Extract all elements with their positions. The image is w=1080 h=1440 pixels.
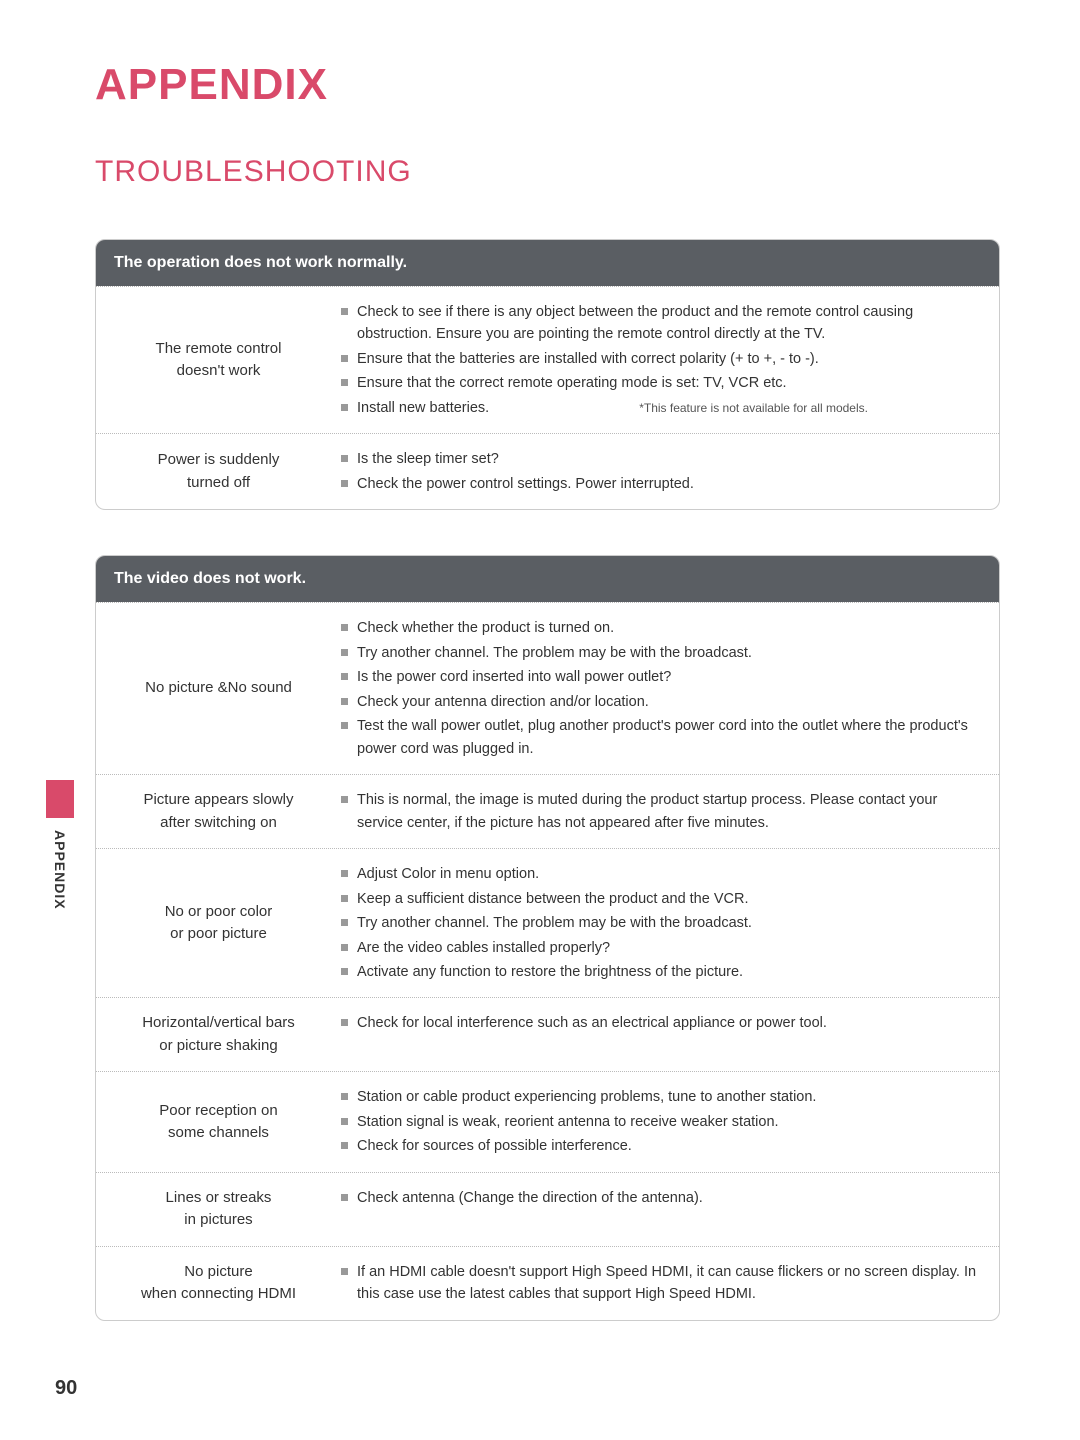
row-label: Horizontal/vertical barsor picture shaki… [96,998,341,1071]
main-heading: APPENDIX [95,60,1000,110]
page-number: 90 [55,1377,77,1400]
bullet-item: Ensure that the batteries are installed … [341,348,983,370]
table-row: The remote controldoesn't workCheck to s… [96,286,999,433]
bullet-item: Ensure that the correct remote operating… [341,372,983,394]
row-content: Station or cable product experiencing pr… [341,1072,999,1171]
row-label: No or poor coloror poor picture [96,849,341,997]
bullet-item: If an HDMI cable doesn't support High Sp… [341,1261,983,1306]
row-content: This is normal, the image is muted durin… [341,775,999,848]
bullet-item: Check antenna (Change the direction of t… [341,1187,983,1209]
bullet-item: Activate any function to restore the bri… [341,961,983,983]
table-row: Picture appears slowlyafter switching on… [96,774,999,848]
table-row: Poor reception onsome channelsStation or… [96,1071,999,1171]
trouble-table: The video does not work.No picture &No s… [95,555,1000,1321]
row-label: The remote controldoesn't work [96,287,341,433]
bullet-item: Test the wall power outlet, plug another… [341,715,983,760]
table-row: No picturewhen connecting HDMIIf an HDMI… [96,1246,999,1320]
trouble-table-header: The video does not work. [96,556,999,602]
table-row: No or poor coloror poor pictureAdjust Co… [96,848,999,997]
row-content: Check for local interference such as an … [341,998,999,1071]
row-content: Check whether the product is turned on. T… [341,603,999,774]
bullet-item: Check whether the product is turned on. [341,617,983,639]
side-tab: APPENDIX [45,780,75,910]
row-label: No picture &No sound [96,603,341,774]
footnote: *This feature is not available for all m… [639,399,868,418]
bullet-item: Check the power control settings. Power … [341,473,983,495]
bullet-item: This is normal, the image is muted durin… [341,789,983,834]
bullet-item: Station signal is weak, reorient antenna… [341,1111,983,1133]
bullet-item: Is the power cord inserted into wall pow… [341,666,983,688]
table-row: Lines or streaksin picturesCheck antenna… [96,1172,999,1246]
side-tab-marker [46,780,74,818]
bullet-item: Are the video cables installed properly? [341,937,983,959]
bullet-item: Try another channel. The problem may be … [341,642,983,664]
bullet-item: Check to see if there is any object betw… [341,301,983,346]
bullet-item: Check for local interference such as an … [341,1012,983,1034]
row-label: Picture appears slowlyafter switching on [96,775,341,848]
bullet-item: Install new batteries. *This feature is n… [341,397,983,419]
row-content: Check antenna (Change the direction of t… [341,1173,999,1246]
bullet-item: Check for sources of possible interferen… [341,1135,983,1157]
trouble-table: The operation does not work normally.The… [95,239,1000,510]
row-content: Is the sleep timer set? Check the power c… [341,434,999,509]
side-tab-label: APPENDIX [52,830,68,910]
row-content: Check to see if there is any object betw… [341,287,999,433]
row-label: Poor reception onsome channels [96,1072,341,1171]
bullet-text: Install new batteries. [357,397,489,419]
bullet-item: Check your antenna direction and/or loca… [341,691,983,713]
tables-container: The operation does not work normally.The… [95,239,1000,1321]
bullet-item: Adjust Color in menu option. [341,863,983,885]
row-label: No picturewhen connecting HDMI [96,1247,341,1320]
table-row: Power is suddenlyturned offIs the sleep … [96,433,999,509]
row-content: If an HDMI cable doesn't support High Sp… [341,1247,999,1320]
bullet-item: Is the sleep timer set? [341,448,983,470]
bullet-item: Try another channel. The problem may be … [341,912,983,934]
bullet-item: Keep a sufficient distance between the p… [341,888,983,910]
row-label: Power is suddenlyturned off [96,434,341,509]
row-label: Lines or streaksin pictures [96,1173,341,1246]
table-row: No picture &No soundCheck whether the pr… [96,602,999,774]
row-content: Adjust Color in menu option. Keep a suffi… [341,849,999,997]
table-row: Horizontal/vertical barsor picture shaki… [96,997,999,1071]
trouble-table-header: The operation does not work normally. [96,240,999,286]
bullet-item: Station or cable product experiencing pr… [341,1086,983,1108]
section-heading: TROUBLESHOOTING [95,155,1000,189]
